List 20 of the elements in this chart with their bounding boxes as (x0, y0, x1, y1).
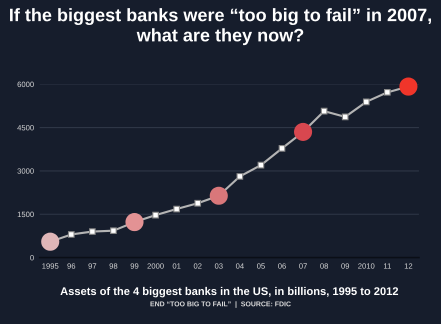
point (342, 114, 349, 120)
point (89, 228, 96, 235)
point (173, 206, 180, 212)
point (258, 162, 264, 168)
x-axis-title: Assets of the 4 biggest banks in the US, in billions, 1995 to 2012 (60, 286, 398, 298)
point (294, 122, 312, 141)
point (236, 173, 244, 180)
point (68, 231, 75, 238)
point (152, 212, 159, 218)
point (110, 227, 117, 234)
point (399, 77, 418, 96)
point (210, 186, 228, 205)
point (320, 108, 328, 114)
point (194, 200, 202, 207)
point (384, 88, 391, 96)
point (278, 145, 286, 152)
chart-title: If the biggest banks were “too big to fail” in 2007, what are they now? (10, 8, 431, 46)
point (41, 232, 60, 251)
point (362, 98, 370, 106)
point (125, 212, 144, 232)
